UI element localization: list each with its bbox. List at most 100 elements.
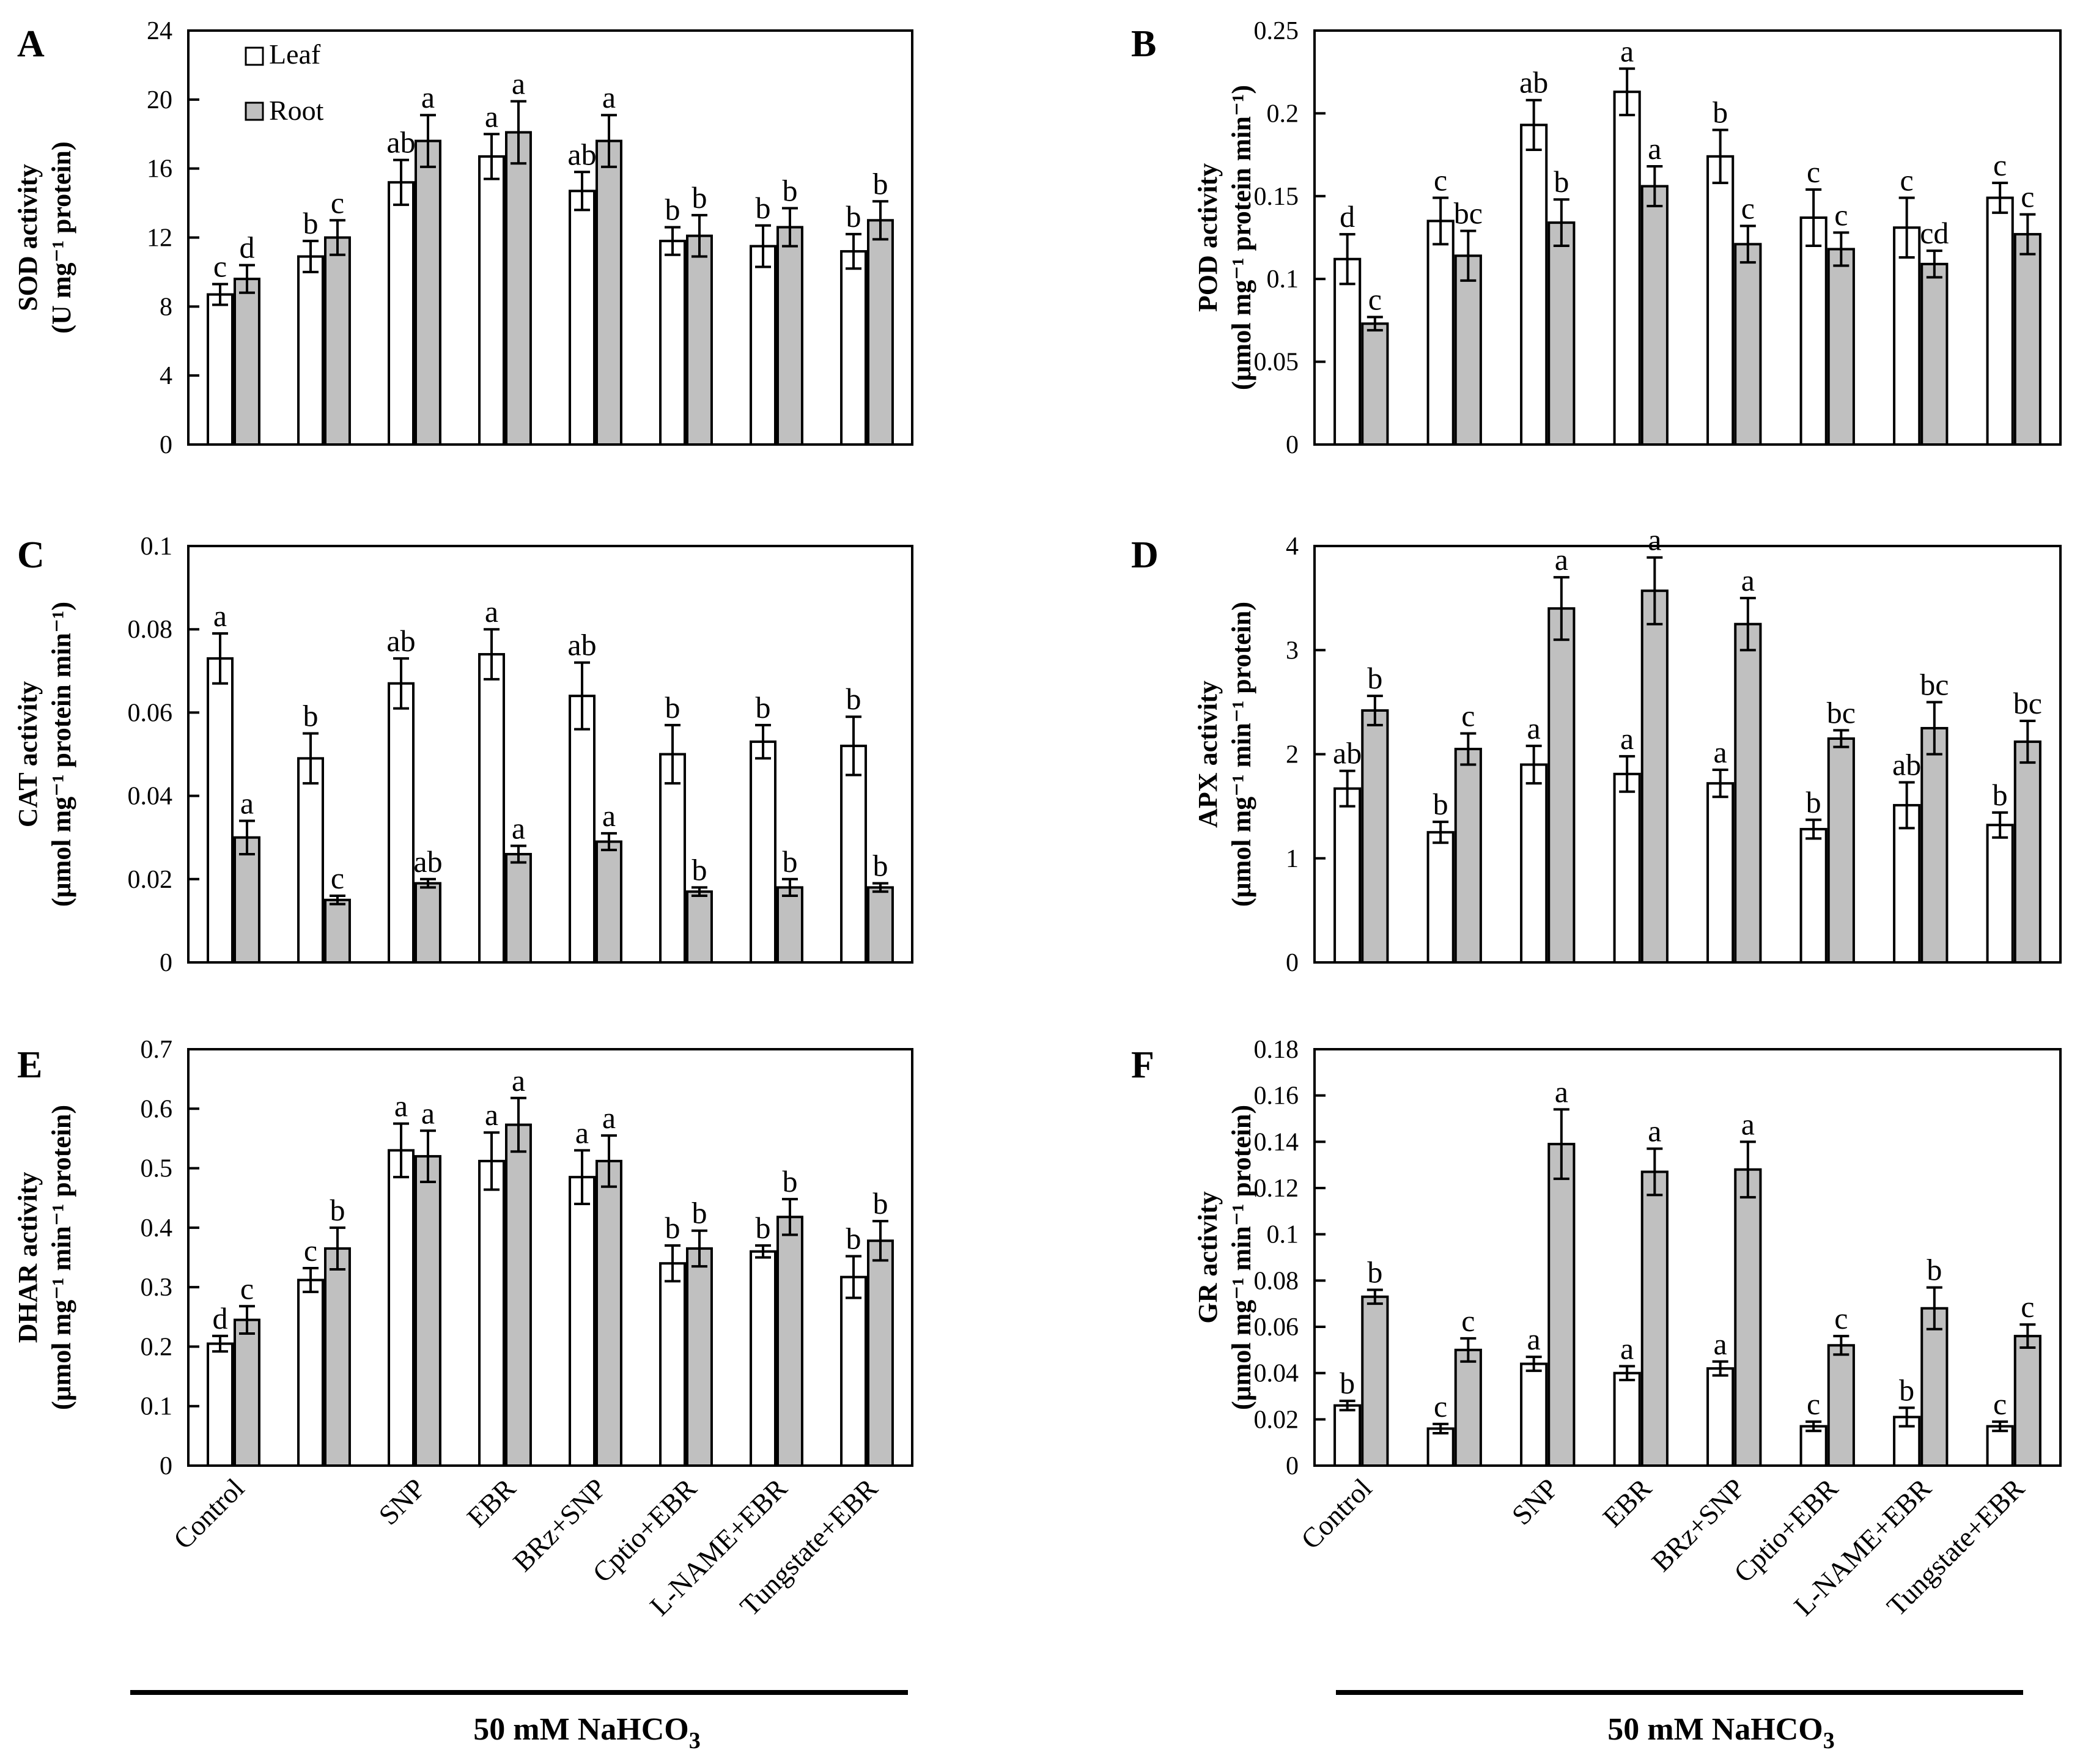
y-tick-label: 0.04: [128, 783, 173, 811]
root-bar: [1734, 622, 1762, 964]
y-axis-label-units: (μmol mg⁻¹ min⁻¹ protein): [1226, 1105, 1256, 1410]
significance-label: a: [602, 1101, 616, 1135]
y-tick-label: 0.08: [128, 616, 173, 644]
leaf-bar: [840, 250, 868, 446]
significance-label: c: [1900, 163, 1914, 197]
significance-label: ab: [1519, 65, 1548, 100]
leaf-bar: [297, 757, 325, 964]
significance-label: b: [872, 849, 888, 883]
significance-label: c: [1993, 148, 2007, 182]
significance-label: a: [512, 1063, 525, 1098]
root-bar: [1734, 243, 1762, 446]
significance-label: a: [512, 67, 525, 101]
root-bar: [505, 1123, 532, 1467]
significance-label: b: [782, 844, 797, 879]
significance-label: a: [485, 99, 498, 133]
treatment-group-label: 50 mM NaHCO3: [473, 1712, 700, 1754]
y-axis-label: CAT activity: [13, 681, 43, 827]
panel-letter: E: [17, 1044, 42, 1086]
root-bar: [776, 1216, 803, 1467]
root-bar: [1454, 1348, 1482, 1467]
y-axis-label: SOD activity: [13, 164, 43, 311]
y-axis-label: GR activity: [1193, 1191, 1223, 1323]
panel-letter: C: [17, 534, 45, 576]
y-tick-label: 0.04: [1254, 1360, 1299, 1388]
root-bar: [1640, 589, 1669, 964]
significance-label: a: [1648, 1114, 1661, 1148]
leaf-bar: [388, 682, 415, 964]
root-bar: [1454, 747, 1482, 964]
significance-label: a: [485, 594, 498, 629]
significance-label: c: [1807, 1387, 1820, 1421]
root-bar: [1920, 262, 1949, 446]
root-bar: [505, 131, 532, 446]
significance-label: b: [846, 199, 861, 234]
leaf-bar: [840, 744, 868, 964]
leaf-bar: [388, 1149, 415, 1467]
root-bar: [234, 1318, 260, 1467]
legend: Leaf Root: [245, 39, 324, 126]
leaf-bar: [1799, 216, 1827, 446]
root-bar: [505, 852, 532, 964]
significance-label: b: [782, 1164, 797, 1198]
y-tick-label: 0.2: [141, 1333, 173, 1361]
significance-label: b: [691, 1196, 707, 1230]
panel-E: E 0 0.1 0.2 0.3 0.4 0.5 0.6 0.7 DHAR activity (μmo…: [13, 1036, 913, 1754]
y-tick-label: 1: [1286, 845, 1299, 873]
leaf-bar: [659, 1262, 687, 1467]
leaf-bar: [1986, 824, 2014, 964]
root-bar: [867, 1239, 894, 1467]
leaf-bar: [750, 245, 777, 446]
significance-label: a: [1741, 563, 1755, 597]
significance-label: c: [240, 1271, 254, 1305]
leaf-bar: [1520, 124, 1548, 446]
significance-label: bc: [1920, 667, 1949, 701]
leaf-bar: [1333, 1404, 1362, 1467]
significance-label: c: [1461, 1304, 1475, 1338]
y-tick-label: 0.05: [1254, 349, 1299, 377]
root-bar: [2013, 1335, 2041, 1467]
leaf-bar: [478, 155, 505, 446]
leaf-bar: [1426, 220, 1455, 446]
significance-label: b: [1433, 787, 1448, 821]
significance-label: a: [602, 80, 616, 114]
significance-label: ab: [386, 624, 415, 658]
root-bar: [1361, 1295, 1389, 1467]
leaf-bar: [1893, 803, 1921, 964]
significance-label: b: [756, 191, 771, 225]
y-tick-label: 0.08: [1254, 1267, 1299, 1295]
root-bar: [415, 882, 441, 964]
significance-label: c: [1807, 155, 1820, 189]
leaf-bar: [388, 181, 415, 446]
root-bar: [1547, 1143, 1576, 1467]
significance-label: b: [1993, 778, 2008, 812]
y-tick-label: 0.06: [128, 699, 173, 727]
significance-label: b: [303, 698, 319, 733]
significance-label: b: [1367, 1255, 1382, 1289]
root-bar: [867, 886, 894, 964]
leaf-bar: [1520, 763, 1548, 964]
panel-F: F 0 0.02 0.04 0.06 0.08 0.1 0.12 0.14 0.16 0.18 GR …: [1131, 1036, 2062, 1754]
leaf-bar: [297, 1279, 325, 1467]
leaf-bar: [1799, 1425, 1827, 1467]
plot-frame: [1313, 29, 2062, 446]
root-bar: [1454, 254, 1482, 446]
y-tick-label: 0.2: [1267, 100, 1299, 128]
significance-label: ab: [386, 125, 415, 160]
leaf-bar: [569, 1176, 596, 1467]
leaf-bar: [1333, 787, 1362, 964]
significance-label: bc: [2013, 686, 2042, 720]
panel-A: A 0 4 8 12 16 20 24 SOD activity (U mg⁻¹ protein)…: [13, 17, 913, 459]
significance-label: a: [1741, 1107, 1755, 1141]
y-axis-label-units: (μmol mg⁻¹ protein min⁻¹): [1226, 85, 1256, 390]
y-tick-label: 0.5: [141, 1155, 173, 1183]
significance-label: b: [665, 1211, 680, 1245]
leaf-bar: [1520, 1362, 1548, 1467]
significance-label: ab: [413, 844, 442, 879]
y-axis-label-units: (μmol mg⁻¹ min⁻¹ protein): [46, 1105, 76, 1410]
legend-root-label: Root: [269, 95, 324, 126]
y-axis-label: POD activity: [1193, 163, 1223, 312]
significance-label: c: [1434, 163, 1447, 197]
root-bar: [1827, 248, 1855, 446]
